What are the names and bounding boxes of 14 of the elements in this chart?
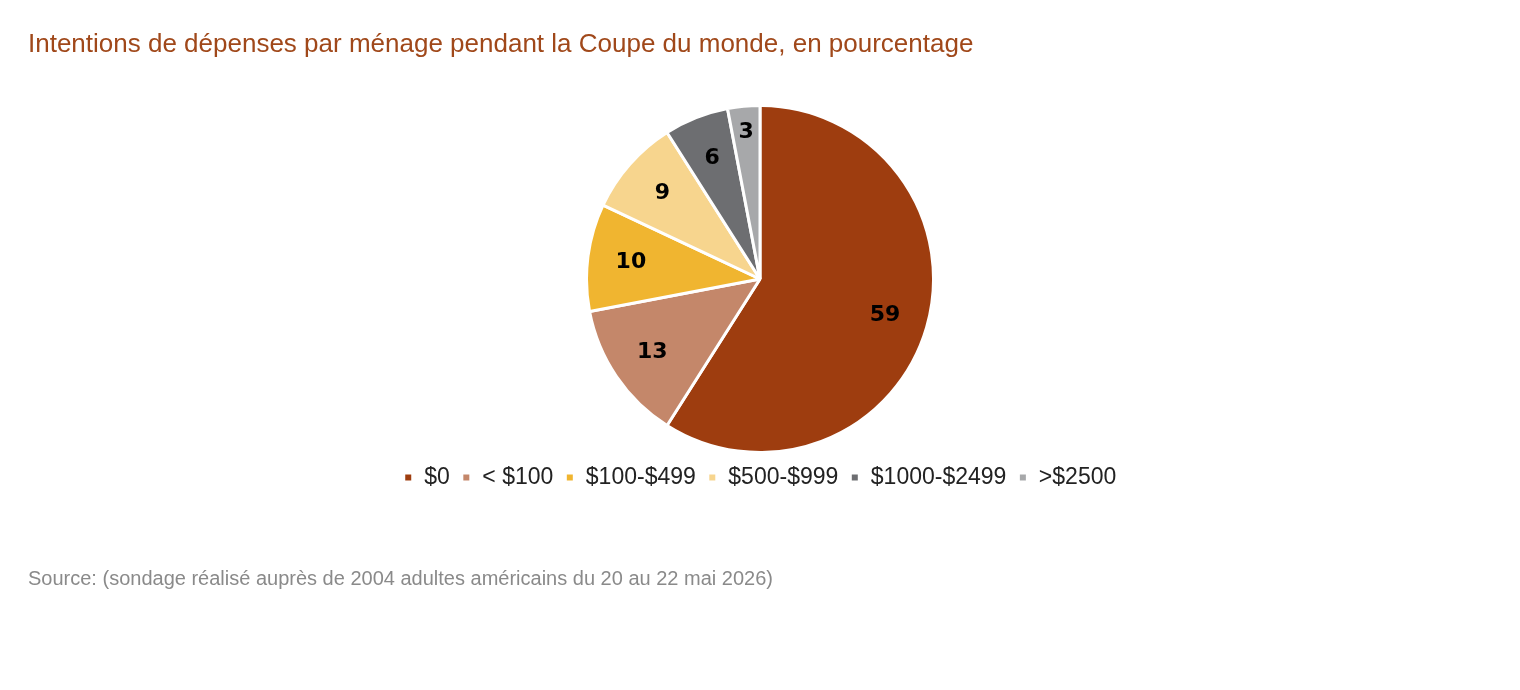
data-label: 9 [654, 178, 671, 204]
chart-title: Intentions de dépenses par ménage pendant la Coupe du monde, en pourcentage [27, 27, 975, 59]
data-label: 10 [615, 248, 647, 274]
data-label: 59 [869, 301, 901, 327]
legend-label: >$2500 [1038, 462, 1117, 489]
legend-label: < $100 [482, 462, 554, 489]
legend-label: $0 [424, 462, 450, 489]
data-label: 13 [637, 337, 668, 363]
source-note: Source: (sondage réalisé auprès de 2004 adultes américains du 20 au 22 mai 2026) [27, 566, 774, 591]
data-label: 6 [704, 143, 720, 169]
legend-label: $100-$499 [585, 462, 696, 489]
data-label: 3 [738, 117, 754, 143]
legend-label: $1000-$2499 [870, 462, 1007, 489]
legend-label: $500-$999 [728, 462, 839, 489]
